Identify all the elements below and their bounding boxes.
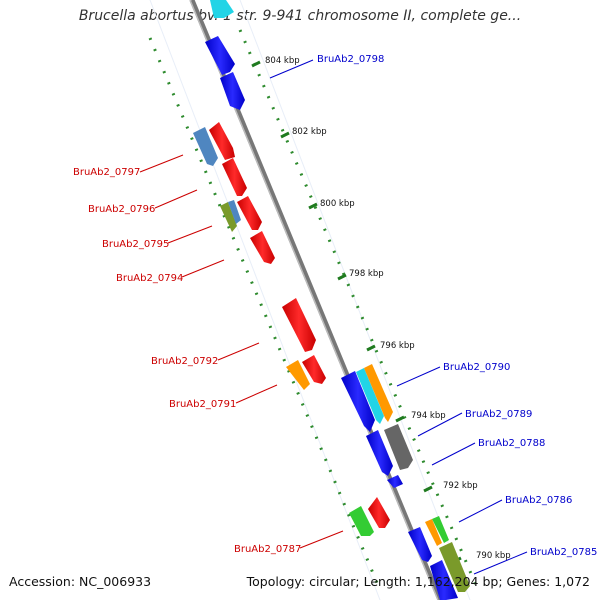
gene-feature-0788[interactable]: [384, 424, 413, 470]
scale-label-802: 802 kbp: [292, 127, 327, 137]
scale-label-804: 804 kbp: [265, 56, 300, 66]
gene-label-BruAb2_0792[interactable]: BruAb2_0792: [151, 356, 218, 367]
gene-feature-cyan-top[interactable]: [210, 0, 234, 18]
leader-0789: [417, 412, 463, 437]
map-title: Brucella abortus bv. 1 str. 9-941 chromo…: [78, 8, 522, 24]
gene-label-BruAb2_0790[interactable]: BruAb2_0790: [443, 362, 510, 373]
gene-label-BruAb2_0786[interactable]: BruAb2_0786: [505, 495, 572, 506]
gene-feature-0790-cyan[interactable]: [356, 368, 384, 424]
scale-label-796: 796 kbp: [380, 341, 415, 351]
forward-features: [205, 0, 470, 600]
leader-0786: [458, 499, 503, 523]
gene-feature-0790-orange[interactable]: [364, 364, 393, 422]
scale-label-794: 794 kbp: [411, 411, 446, 421]
leader-0798: [269, 59, 314, 79]
gene-feature-0791-red[interactable]: [302, 355, 326, 384]
gene-feature-0786-green[interactable]: [432, 516, 449, 543]
gene-feature-0797-lightblue[interactable]: [193, 127, 218, 166]
scale-tick-800: [308, 202, 318, 210]
gene-feature-0787-red[interactable]: [368, 497, 390, 528]
leader-0797: [139, 154, 184, 173]
gene-label-BruAb2_0797[interactable]: BruAb2_0797: [73, 167, 140, 178]
leader-0785: [473, 551, 528, 575]
leader-0795: [167, 225, 213, 244]
gene-feature-0785-olive[interactable]: [439, 542, 470, 592]
gene-label-BruAb2_0798[interactable]: BruAb2_0798: [317, 54, 384, 65]
gene-feature-0795-olive[interactable]: [220, 202, 237, 232]
gene-feature-0790-blue[interactable]: [341, 371, 375, 432]
reverse-features: [193, 122, 390, 536]
scale-label-800: 800 kbp: [320, 199, 355, 209]
gene-label-BruAb2_0795[interactable]: BruAb2_0795: [102, 239, 169, 250]
gene-feature-BruAb2_0798a[interactable]: [205, 36, 235, 75]
scale-tick-802: [280, 131, 290, 139]
gene-feature-BruAb2_0798b[interactable]: [220, 72, 245, 110]
genome-stats-text: Topology: circular; Length: 1,162,204 bp…: [246, 574, 590, 589]
scale-label-798: 798 kbp: [349, 269, 384, 279]
leader-0792: [217, 342, 260, 361]
scale-tick-794: [395, 415, 405, 423]
gene-label-BruAb2_0788[interactable]: BruAb2_0788: [478, 438, 545, 449]
leader-0794: [181, 259, 225, 278]
scale-tick-798: [337, 273, 347, 281]
forward-label-leaders: [269, 59, 528, 575]
scale-tick-804: [251, 60, 261, 68]
forward-track-guide: [239, 0, 471, 600]
gene-feature-0785-blue[interactable]: [408, 527, 432, 562]
leader-0788: [431, 442, 476, 466]
gene-feature-0794-red[interactable]: [250, 231, 275, 264]
gene-feature-0786-orange[interactable]: [425, 519, 442, 546]
gene-feature-0795-red[interactable]: [237, 196, 262, 230]
gene-feature-0797-red[interactable]: [209, 122, 235, 160]
leader-0790: [396, 366, 441, 387]
gene-feature-0787-green[interactable]: [349, 506, 374, 536]
gene-feature-0789[interactable]: [366, 430, 393, 476]
gene-label-BruAb2_0789[interactable]: BruAb2_0789: [465, 409, 532, 420]
gene-feature-0795-lightblue[interactable]: [228, 200, 241, 224]
accession-text: Accession: NC_006933: [9, 574, 152, 589]
leader-0787: [299, 530, 344, 549]
gene-feature-0796-red[interactable]: [222, 158, 247, 196]
inner-scale-dotted-track: [148, 37, 382, 591]
scale-tick-792: [423, 485, 433, 493]
gene-feature-bottom-blue[interactable]: [430, 560, 458, 600]
gene-feature-0792-red[interactable]: [282, 298, 316, 352]
leader-0796: [154, 189, 198, 209]
gene-label-BruAb2_0794[interactable]: BruAb2_0794: [116, 273, 183, 284]
scale-label-792: 792 kbp: [443, 481, 478, 491]
gene-feature-0788b[interactable]: [387, 475, 403, 488]
reverse-track-guide: [149, 0, 381, 600]
gene-label-BruAb2_0791[interactable]: BruAb2_0791: [169, 399, 236, 410]
gene-label-BruAb2_0796[interactable]: BruAb2_0796: [88, 204, 155, 215]
gene-label-BruAb2_0787[interactable]: BruAb2_0787: [234, 544, 301, 555]
gene-feature-0791-orange[interactable]: [286, 360, 310, 390]
scale-tick-796: [366, 344, 376, 352]
reverse-label-leaders: [139, 154, 344, 549]
gene-label-BruAb2_0785[interactable]: BruAb2_0785: [530, 547, 597, 558]
leader-0791: [235, 384, 278, 404]
scale-label-790: 790 kbp: [476, 551, 511, 561]
